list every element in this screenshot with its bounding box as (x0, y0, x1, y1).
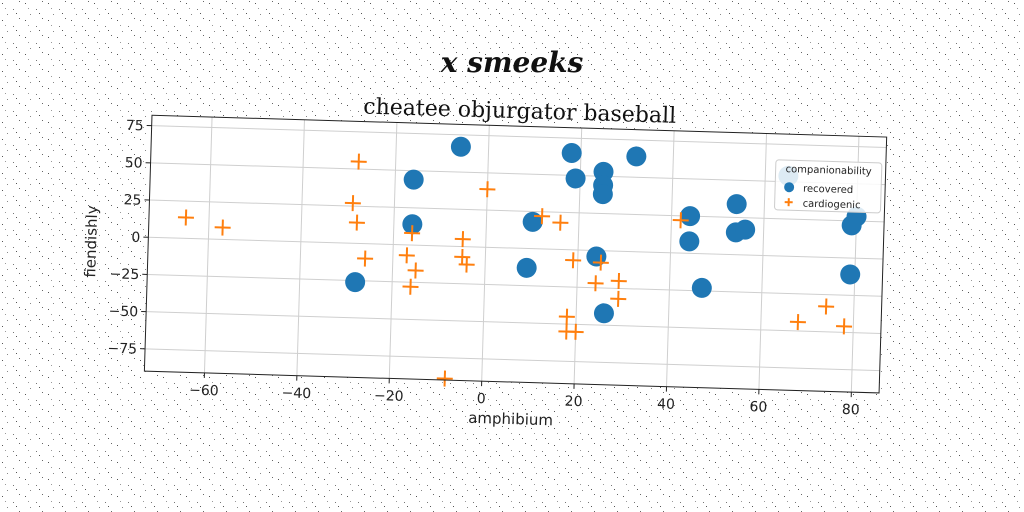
scatter-point-cardiogenic (565, 252, 582, 269)
x-grid-line (758, 133, 768, 390)
scatter-point-recovered (592, 184, 613, 205)
x-tick-label: −60 (189, 382, 219, 399)
scatter-point-recovered (726, 194, 747, 215)
y-tick-label: 0 (131, 230, 140, 246)
data-marks (177, 136, 867, 387)
y-grid-line (151, 125, 887, 148)
scatter-point-cardiogenic (404, 225, 421, 242)
y-grid-line (146, 311, 881, 334)
scatter-point-cardiogenic (350, 153, 367, 170)
scatter-point-recovered (593, 303, 614, 324)
scatter-point-recovered (840, 264, 861, 285)
y-grid-line (149, 199, 885, 223)
legend-label-recovered: recovered (803, 184, 853, 196)
scatter-point-recovered (565, 168, 586, 189)
scatter-point-cardiogenic (214, 219, 231, 236)
scatter-point-cardiogenic (587, 275, 604, 292)
scatter-point-recovered (679, 231, 700, 252)
scatter-point-recovered (561, 143, 582, 164)
x-grid-line (296, 119, 305, 376)
legend-label-cardiogenic: cardiogenic (802, 199, 860, 212)
scatter-point-cardiogenic (672, 212, 689, 229)
scatter-point-cardiogenic (592, 254, 609, 271)
legend-marker-cardiogenic (784, 198, 793, 207)
scatter-point-cardiogenic (789, 314, 806, 331)
x-tick-label: −20 (374, 388, 404, 405)
x-tick-label: 60 (749, 399, 767, 416)
scatter-point-cardiogenic (344, 195, 361, 212)
scatter-point-recovered (516, 257, 537, 278)
scatter-point-cardiogenic (458, 256, 475, 273)
plot-frame (143, 114, 888, 394)
legend-title: companionability (785, 164, 871, 178)
scatter-point-recovered (841, 215, 862, 236)
y-tick-label: 50 (124, 155, 142, 172)
scatter-point-cardiogenic (407, 262, 424, 279)
y-tick-label: −50 (108, 304, 138, 321)
x-tick-label: −40 (281, 385, 311, 402)
figure-suptitle: x smeeks (440, 46, 584, 79)
x-axis-label: amphibium (468, 409, 553, 430)
x-tick-label: 0 (476, 391, 485, 407)
scatter-point-cardiogenic (534, 208, 551, 225)
y-axis-ticks: −75 −50 −25 0 25 50 75 (107, 118, 152, 358)
scatter-point-cardiogenic (479, 181, 496, 198)
y-axis-label: fiendishly (81, 205, 101, 278)
legend: companionability recovered cardiogenic (774, 159, 883, 214)
y-tick-label: 75 (126, 118, 144, 135)
scatter-point-cardiogenic (436, 370, 453, 387)
scatter-point-cardiogenic (348, 214, 365, 231)
scatter-point-cardiogenic (402, 278, 419, 295)
scatter-point-cardiogenic (177, 209, 194, 226)
scatter-point-cardiogenic (818, 298, 835, 315)
scatter-point-recovered (402, 214, 423, 235)
legend-box (774, 159, 883, 214)
plot-area (144, 115, 887, 393)
y-tick-label: −25 (109, 266, 139, 283)
scatter-point-cardiogenic (552, 214, 569, 231)
scatter-point-recovered (403, 169, 424, 190)
scatter-point-cardiogenic (454, 231, 471, 248)
x-grid-line (481, 125, 490, 382)
scatter-point-recovered (691, 277, 712, 298)
scatter-point-recovered (735, 219, 756, 240)
x-tick-label: 80 (842, 402, 860, 419)
y-tick-label: 25 (123, 192, 141, 209)
y-tick-label: −75 (107, 341, 137, 358)
x-tick-label: 40 (657, 396, 675, 413)
scatter-point-cardiogenic (836, 318, 853, 335)
x-grid-line (388, 122, 398, 379)
scatter-point-cardiogenic (398, 247, 415, 264)
y-grid-line (147, 273, 882, 297)
scatter-point-cardiogenic (610, 272, 627, 290)
scatter-point-cardiogenic (357, 250, 374, 267)
y-grid-line (148, 236, 884, 260)
x-axis-ticks: −60 −40 −20 0 20 40 60 80 (189, 372, 860, 418)
y-grid-line (150, 162, 886, 186)
legend-marker-recovered (784, 182, 795, 193)
scatter-point-cardiogenic (558, 308, 575, 325)
scatter-point-recovered (345, 272, 366, 293)
scatter-point-cardiogenic (610, 290, 627, 307)
x-grid-line (203, 117, 213, 373)
x-tick-label: 20 (564, 394, 582, 411)
legend-entries: recovered cardiogenic (784, 182, 861, 212)
scatter-point-recovered (450, 136, 471, 157)
y-grid-line (145, 348, 880, 372)
scatter-point-cardiogenic (567, 323, 584, 340)
scatter-point-recovered (626, 146, 647, 167)
x-grid-line (666, 130, 675, 387)
grid-lines (145, 117, 887, 393)
